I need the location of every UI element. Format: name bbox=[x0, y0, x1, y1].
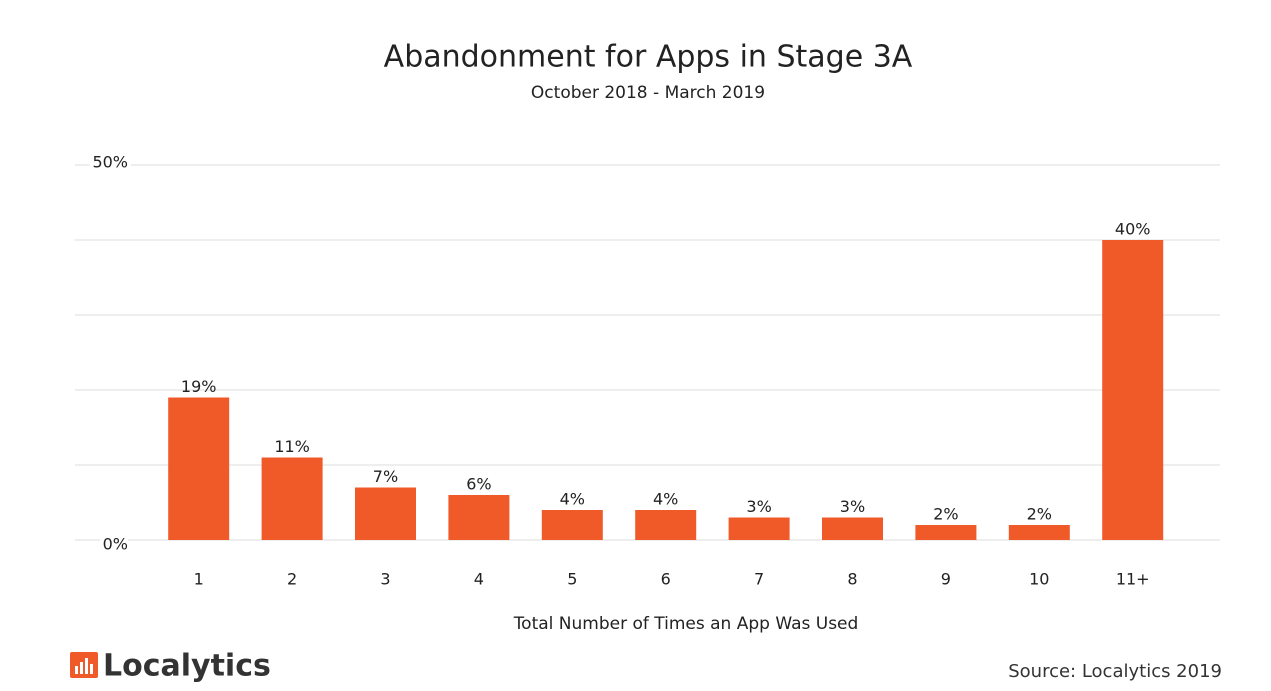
value-label: 11% bbox=[274, 437, 310, 456]
logo-icon bbox=[70, 652, 98, 678]
bar bbox=[261, 457, 323, 540]
x-tick-label: 9 bbox=[941, 570, 951, 589]
chart-subtitle: October 2018 - March 2019 bbox=[531, 83, 765, 103]
x-tick-label: 1 bbox=[194, 570, 204, 589]
x-tick-label: 11+ bbox=[1116, 570, 1150, 589]
bar bbox=[915, 525, 977, 540]
chart-title: Abandonment for Apps in Stage 3A bbox=[384, 40, 913, 75]
x-tick-label: 10 bbox=[1029, 570, 1049, 589]
x-tick-label: 4 bbox=[474, 570, 484, 589]
y-tick-label: 50% bbox=[92, 153, 128, 172]
value-label: 6% bbox=[466, 475, 491, 494]
bar bbox=[541, 510, 603, 540]
bar bbox=[1102, 240, 1164, 540]
bar bbox=[355, 487, 416, 540]
x-tick-label: 6 bbox=[661, 570, 671, 589]
value-label: 4% bbox=[560, 490, 585, 509]
source-note: Source: Localytics 2019 bbox=[1008, 661, 1222, 682]
x-tick-label: 2 bbox=[287, 570, 297, 589]
value-label: 19% bbox=[181, 377, 217, 396]
y-tick-label: 0% bbox=[103, 535, 128, 554]
value-label: 7% bbox=[373, 467, 398, 486]
bar bbox=[1008, 525, 1070, 540]
value-label: 40% bbox=[1115, 220, 1151, 239]
bar bbox=[448, 495, 510, 540]
x-tick-label: 3 bbox=[380, 570, 390, 589]
bar bbox=[728, 517, 790, 540]
value-label: 3% bbox=[840, 497, 865, 516]
logo-text: Localytics bbox=[103, 649, 271, 684]
x-tick-label: 8 bbox=[847, 570, 857, 589]
x-tick-label: 7 bbox=[754, 570, 764, 589]
bar bbox=[168, 397, 230, 540]
x-axis-title: Total Number of Times an App Was Used bbox=[513, 614, 859, 634]
value-label: 4% bbox=[653, 490, 678, 509]
bar bbox=[822, 517, 883, 540]
value-label: 2% bbox=[933, 505, 958, 524]
value-label: 3% bbox=[746, 497, 771, 516]
x-tick-label: 5 bbox=[567, 570, 577, 589]
y-tick-label: 50% bbox=[92, 153, 128, 172]
value-label: 2% bbox=[1027, 505, 1052, 524]
bar bbox=[635, 510, 697, 540]
y-tick-label: 0% bbox=[103, 535, 128, 554]
